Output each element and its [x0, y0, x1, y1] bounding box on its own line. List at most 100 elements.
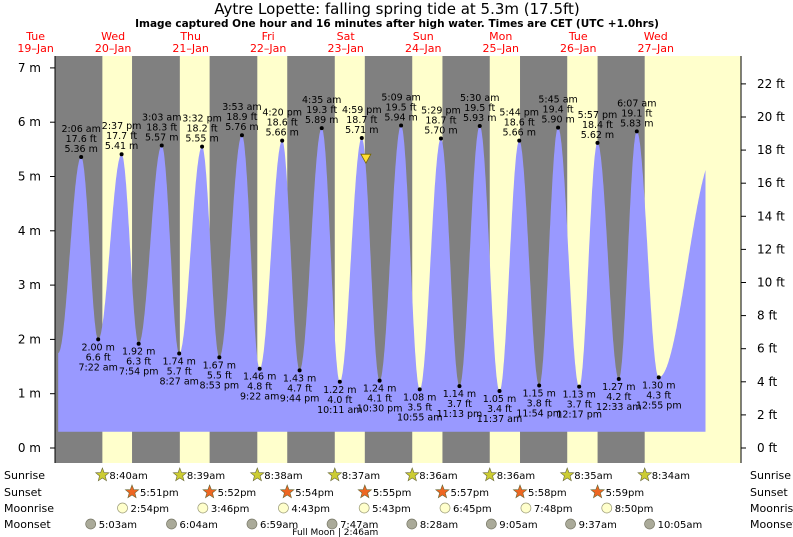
high-tide-time: 5:44 pm	[499, 108, 539, 119]
high-tide-metres: 5.70 m	[424, 125, 457, 136]
low-tide-feet: 5.5 ft	[207, 370, 232, 381]
high-tide-metres: 5.89 m	[305, 115, 338, 126]
sunset-icon	[434, 484, 450, 499]
moonset-time: 6:59am	[260, 520, 298, 531]
low-tide-metres: 1.67 m	[203, 360, 236, 371]
moonset-icon	[406, 518, 418, 530]
right-tick-label: 16 ft	[757, 176, 785, 190]
high-tide-feet: 19.1 ft	[621, 108, 652, 119]
high-tide-time: 2:37 pm	[102, 121, 142, 132]
moonset-icon	[644, 518, 655, 530]
tide-curve	[58, 125, 706, 432]
high-tide-time: 5:29 pm	[421, 105, 461, 116]
sunrise-time: 8:36am	[497, 471, 535, 482]
tide-point	[280, 138, 285, 143]
right-tick-label: 2 ft	[757, 408, 777, 422]
tide-point	[257, 366, 262, 371]
low-tide-feet: 3.7 ft	[447, 399, 472, 410]
high-tide-metres: 5.66 m	[503, 128, 536, 139]
moonrise-time: 4:43pm	[291, 504, 330, 515]
sunrise-icon	[94, 467, 110, 482]
tide-point	[634, 129, 639, 134]
left-tick-label: 7 m	[18, 61, 41, 75]
moonrise-icon	[601, 502, 613, 514]
moonset-time: 9:37am	[579, 520, 617, 531]
low-tide-time: 10:55 am	[397, 412, 442, 423]
moonrise-time: 5:43pm	[372, 504, 411, 515]
tide-point	[556, 125, 561, 130]
tide-point	[616, 377, 621, 382]
day-name: Tue	[568, 30, 588, 43]
moonrise-time: 2:54pm	[131, 504, 170, 515]
tide-point	[457, 384, 462, 389]
row-label-right-sunset: Sunset	[750, 486, 788, 499]
high-tide-feet: 18.6 ft	[267, 118, 298, 129]
left-tick-label: 3 m	[18, 278, 41, 292]
sunrise-icon	[559, 467, 575, 482]
sunset-time: 5:58pm	[528, 488, 567, 499]
low-tide-metres: 2.00 m	[81, 342, 114, 353]
current-level-marker	[360, 153, 372, 165]
sunrise-time: 8:39am	[187, 471, 225, 482]
moonrise-icon	[358, 502, 370, 514]
moonset-time: 6:04am	[180, 520, 218, 531]
low-tide-metres: 1.15 m	[522, 389, 555, 400]
low-tide-time: 11:13 pm	[437, 409, 483, 420]
low-tide-metres: 1.05 m	[483, 394, 516, 405]
sunset-icon	[124, 484, 140, 499]
low-tide-metres: 1.14 m	[443, 389, 476, 400]
high-tide-metres: 5.76 m	[225, 122, 258, 133]
sunrise-time: 8:40am	[109, 471, 147, 482]
low-tide-time: 10:30 pm	[357, 404, 403, 415]
moonset-time: 8:28am	[420, 520, 458, 531]
tide-point	[438, 136, 443, 141]
sunrise-icon	[327, 467, 343, 482]
moonset-icon	[85, 518, 97, 530]
day-date: 25–Jan	[483, 42, 519, 55]
chart-title: Aytre Lopette: falling spring tide at 5.…	[214, 0, 580, 18]
moonset-icon	[246, 518, 258, 530]
high-tide-metres: 5.83 m	[620, 118, 653, 129]
right-tick-label: 14 ft	[757, 209, 785, 223]
high-tide-feet: 18.4 ft	[582, 120, 613, 131]
plot-area	[55, 56, 741, 463]
low-tide-metres: 1.46 m	[243, 372, 276, 383]
tide-point	[159, 143, 164, 148]
low-tide-metres: 1.13 m	[562, 390, 595, 401]
low-tide-time: 9:44 pm	[280, 393, 320, 404]
day-date: 21–Jan	[172, 42, 208, 55]
day-name: Sat	[337, 30, 356, 43]
high-tide-metres: 5.66 m	[265, 128, 298, 139]
low-tide-feet: 4.1 ft	[367, 394, 392, 405]
tide-point	[119, 152, 124, 157]
moonset-time: 9:05am	[499, 520, 537, 531]
sunrise-icon	[172, 467, 188, 482]
sunset-icon	[512, 484, 528, 499]
day-date: 23–Jan	[327, 42, 363, 55]
right-tick-label: 8 ft	[757, 309, 777, 323]
low-tide-feet: 6.3 ft	[126, 357, 151, 368]
sunset-time: 5:51pm	[140, 488, 179, 499]
tide-point	[136, 341, 141, 346]
day-name: Thu	[179, 30, 201, 43]
high-tide-feet: 18.6 ft	[504, 118, 535, 129]
high-tide-feet: 18.9 ft	[226, 112, 257, 123]
low-tide-time: 11:54 pm	[516, 409, 562, 420]
high-tide-feet: 17.6 ft	[66, 134, 97, 145]
high-tide-feet: 17.7 ft	[106, 131, 137, 142]
moonset-time: 7:47am	[340, 520, 378, 531]
low-tide-time: 12:55 pm	[636, 400, 682, 411]
low-tide-feet: 4.7 ft	[287, 383, 312, 394]
sunset-time: 5:54pm	[295, 488, 334, 499]
low-tide-feet: 4.3 ft	[646, 390, 671, 401]
row-label-left-moonrise: Moonrise	[4, 502, 54, 515]
tide-point	[319, 126, 324, 131]
low-tide-time: 8:27 am	[159, 377, 198, 388]
high-tide-time: 5:45 am	[538, 95, 577, 106]
low-tide-feet: 3.5 ft	[407, 402, 432, 413]
moonrise-time: 6:45pm	[453, 504, 492, 515]
tide-point	[297, 368, 302, 373]
low-tide-metres: 1.92 m	[122, 347, 155, 358]
moonset-icon	[166, 518, 177, 530]
